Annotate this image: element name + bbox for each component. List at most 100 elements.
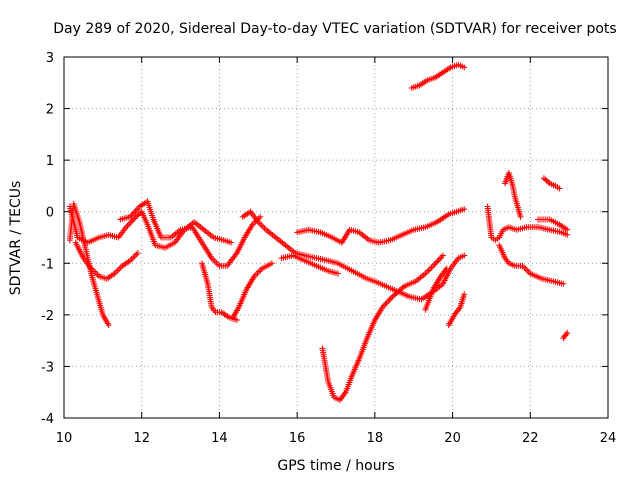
chart-title: Day 289 of 2020, Sidereal Day-to-day VTE… [53,21,616,37]
series-track-6 [230,260,275,321]
data-point [556,185,563,192]
x-axis-label: GPS time / hours [277,458,394,474]
data-point [564,329,571,336]
series-track-3 [72,239,141,282]
data-point [387,295,394,302]
y-tick-label: -2 [41,309,54,324]
data-point [128,218,135,225]
data-point [257,213,264,220]
data-point [134,212,141,219]
y-tick-label: -4 [41,412,54,427]
data-point [381,302,388,309]
data-point [438,254,445,261]
data-point [564,226,571,233]
data-point [461,206,468,213]
data-point [392,291,399,298]
series-track-19 [560,329,571,342]
data-points [66,61,571,403]
y-tick-label: -3 [41,360,54,375]
data-point [386,296,393,303]
data-point [105,322,112,329]
series-track-17 [540,175,563,192]
data-point [379,304,386,311]
data-point [390,292,397,299]
data-point [127,213,134,220]
y-tick-label: 3 [46,51,54,66]
y-tick-label: 2 [46,103,54,118]
data-point [563,331,570,338]
data-point [435,256,442,263]
data-point [432,259,439,266]
data-point [399,284,406,291]
x-tick-label: 10 [56,431,73,446]
data-point [389,293,396,300]
x-tick-label: 22 [522,431,539,446]
data-point [542,176,549,183]
data-point [382,301,389,308]
series-track-15 [496,242,567,287]
data-point [268,260,275,267]
series-track-16 [502,170,524,220]
series-track-18 [535,216,571,233]
data-point [461,291,468,298]
data-point [124,222,131,229]
data-point [517,213,524,220]
series-track-11 [422,265,450,313]
series-track-12 [445,291,468,329]
series-track-1 [66,203,235,251]
data-point [543,177,550,184]
data-point [437,255,444,262]
x-tick-label: 16 [289,431,306,446]
data-point [395,288,402,295]
data-point [434,258,441,265]
data-point [131,209,138,216]
y-tick-label: 1 [46,154,54,169]
series-track-4 [117,198,264,269]
data-point [431,261,438,268]
data-point [135,211,142,218]
x-tick-label: 18 [367,431,384,446]
y-tick-label: 0 [46,206,54,221]
data-point [123,224,130,231]
data-point [133,206,140,213]
data-point [564,231,571,238]
data-point [131,215,138,222]
x-tick-label: 14 [211,431,228,446]
data-point [135,205,142,212]
data-point [132,213,139,220]
data-point [125,221,132,228]
data-point [134,249,141,256]
data-point [334,270,341,277]
series-track-13 [408,61,468,91]
x-tick-label: 20 [444,431,461,446]
series-track-9 [294,206,468,246]
data-point [233,317,240,324]
data-point [545,179,552,186]
data-point [393,289,400,296]
data-point [132,207,139,214]
data-point [540,175,547,182]
data-point [127,219,134,226]
data-point [430,262,437,269]
plot-frame [63,56,609,419]
series-track-2 [66,200,112,329]
series-track-10 [319,252,446,403]
data-point [128,212,135,219]
data-point [396,287,403,294]
data-point [461,64,468,71]
series-track-14 [484,203,571,244]
data-point [385,298,392,305]
y-tick-label: -1 [41,257,54,272]
data-point [130,216,137,223]
data-point [383,299,390,306]
series-track-7 [239,208,468,303]
data-point [228,239,235,246]
data-point [129,210,136,217]
data-point [443,265,450,272]
x-tick-label: 12 [133,431,150,446]
data-point [560,280,567,287]
x-tick-label: 24 [600,431,617,446]
